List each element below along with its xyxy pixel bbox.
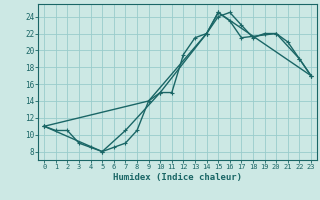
X-axis label: Humidex (Indice chaleur): Humidex (Indice chaleur) <box>113 173 242 182</box>
